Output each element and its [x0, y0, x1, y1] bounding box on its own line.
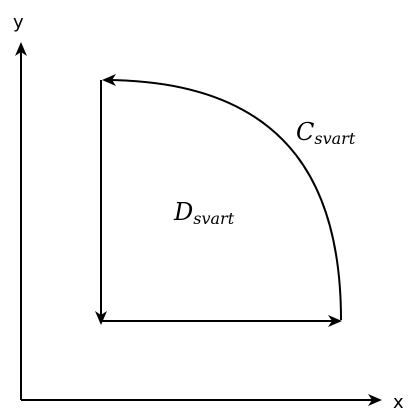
curve-label: Csvart — [296, 118, 356, 148]
region-label: Dsvart — [173, 198, 235, 228]
region-label-main: D — [173, 198, 193, 226]
region-label-subscript: svart — [193, 209, 234, 228]
curve-label-main: C — [296, 118, 314, 146]
y-axis-label: y — [13, 12, 24, 33]
curve-label-subscript: svart — [314, 129, 355, 148]
boundary-curve-arc — [102, 74, 342, 321]
x-axis-label: x — [393, 392, 404, 413]
